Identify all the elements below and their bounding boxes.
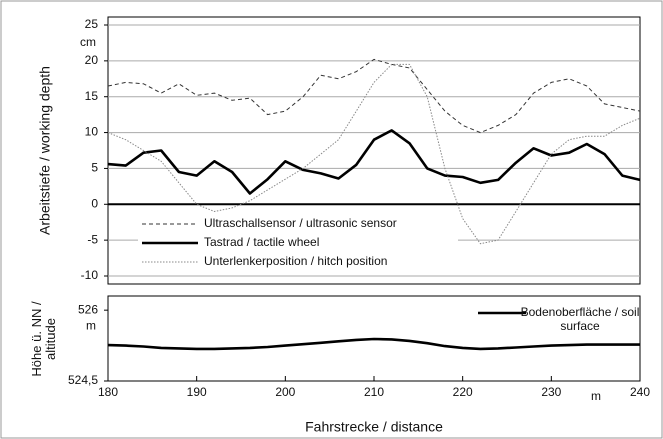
y-tick-label: -5 [87, 232, 98, 246]
legend-label: Tastrad / tactile wheel [204, 235, 319, 249]
x-tick-label: 190 [187, 385, 207, 399]
y-tick-label: -10 [81, 268, 99, 282]
x-tick-label: 180 [98, 385, 118, 399]
x-axis-label: Fahrstrecke / distance [305, 419, 443, 435]
y-tick-label: 15 [85, 89, 99, 103]
y-unit: m [86, 318, 96, 332]
y-axis-label: Höhe ü. NN / altitude [30, 299, 58, 379]
x-tick-label: 220 [453, 385, 473, 399]
x-unit: m [591, 389, 601, 403]
x-tick-label: 210 [364, 385, 384, 399]
chart-page: -10 -5 0 5 10 15 20 25 cm Arbeitstiefe / working … [0, 0, 663, 439]
legend-label: Bodenoberfläche / soil surface [520, 305, 640, 333]
legend-label: Unterlenkerposition / hitch position [204, 254, 387, 268]
legend-label: Ultraschallsensor / ultrasonic sensor [204, 216, 397, 230]
y-tick-label: 524,5 [68, 373, 98, 387]
x-tick-label: 230 [541, 385, 561, 399]
y-tick-label: 526 [78, 302, 98, 316]
y-tick-label: 5 [91, 161, 98, 175]
y-tick-label: 10 [85, 125, 99, 139]
y-tick-label: 0 [91, 196, 98, 210]
y-unit: cm [80, 35, 96, 49]
x-tick-label: 240 [630, 385, 650, 399]
y-tick-label: 25 [85, 17, 99, 31]
y-axis-label: Arbeitstiefe / working depth [37, 66, 53, 235]
x-tick-label: 200 [275, 385, 295, 399]
chart: -10 -5 0 5 10 15 20 25 cm Arbeitstiefe / working … [0, 0, 663, 439]
y-tick-label: 20 [85, 53, 99, 67]
